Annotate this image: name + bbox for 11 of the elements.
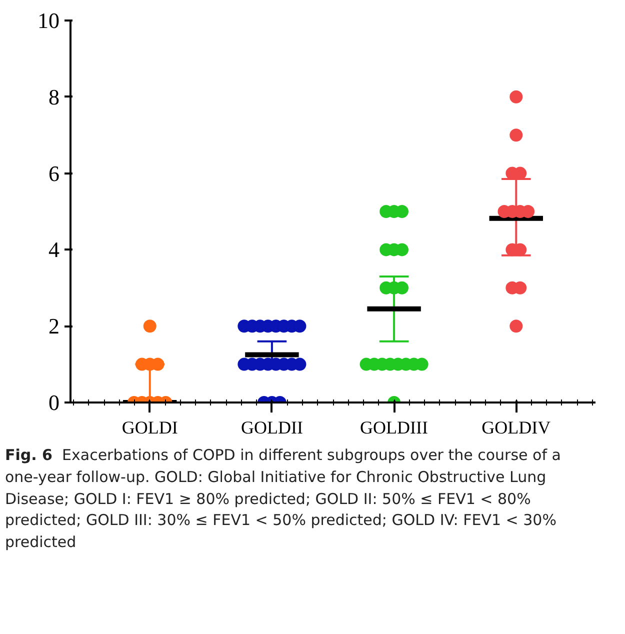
caption: Fig. 6 <box>5 446 52 464</box>
y-tick-label: 4 <box>48 237 60 262</box>
y-tick-label: 8 <box>48 84 60 110</box>
x-tick-label: GOLDII <box>240 418 303 438</box>
y-tick-label: 10 <box>38 8 60 33</box>
y-tick-label: 2 <box>48 314 60 339</box>
y-tick-label: 0 <box>48 390 60 415</box>
x-tick-label: GOLDI <box>122 418 178 438</box>
x-tick-label: GOLDIV <box>482 418 551 438</box>
x-tick-label: GOLDIII <box>360 418 428 438</box>
y-tick-label: 6 <box>48 160 60 186</box>
